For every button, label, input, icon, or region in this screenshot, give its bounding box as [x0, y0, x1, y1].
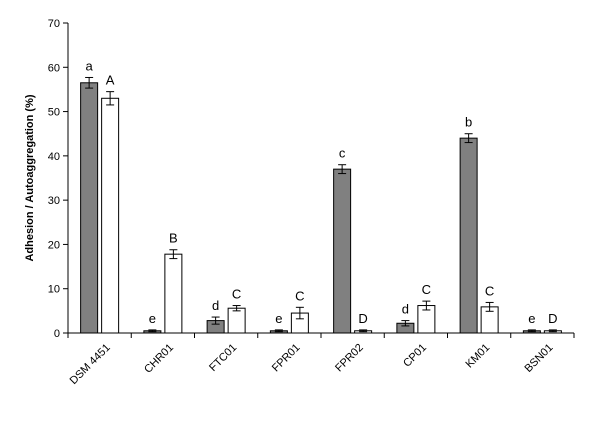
- significance-letter: D: [548, 311, 557, 326]
- significance-letter: d: [212, 298, 219, 313]
- significance-letter: c: [339, 146, 346, 161]
- bar: [333, 168, 352, 334]
- y-tick-label: 70: [48, 18, 60, 30]
- y-axis-title: Adhesion / Autoaggregation (%): [24, 94, 36, 261]
- bar: [101, 97, 120, 334]
- category-label: CHR01: [142, 342, 176, 376]
- bar: [227, 307, 246, 334]
- category-label: BSN01: [522, 342, 555, 375]
- significance-letter: C: [232, 287, 241, 302]
- x-axis-labels: DSM 4451 CHR01 FTC01 FPR01 FPR02 CP01 KM01 BSN0…: [67, 333, 575, 387]
- category-label: FTC01: [207, 342, 239, 374]
- bar: [80, 82, 99, 334]
- significance-letter: C: [485, 283, 494, 298]
- significance-letter: e: [275, 311, 282, 326]
- y-tick-label: 20: [48, 239, 60, 251]
- y-tick-label: 60: [48, 62, 60, 74]
- y-tick-label: 10: [48, 284, 60, 296]
- y-tick-label: 30: [48, 195, 60, 207]
- bar: [164, 253, 183, 334]
- significance-letter: D: [358, 311, 367, 326]
- y-tick-label: 0: [54, 328, 60, 340]
- category-label: FPR02: [333, 342, 366, 375]
- y-tick-label: 50: [48, 107, 60, 119]
- category-label: FPR01: [270, 342, 303, 375]
- significance-letter: e: [149, 311, 156, 326]
- bar: [459, 137, 478, 334]
- y-axis-ticks: 0 10 20 30 40 50 60 70: [48, 18, 68, 340]
- significance-letter: C: [422, 282, 431, 297]
- significance-letter: B: [169, 231, 178, 246]
- significance-letter: d: [402, 302, 409, 317]
- significance-letter: A: [106, 73, 115, 88]
- significance-letter: e: [528, 311, 535, 326]
- category-label: DSM 4451: [68, 342, 113, 387]
- category-label: CP01: [401, 342, 429, 370]
- y-tick-label: 40: [48, 151, 60, 163]
- category-label: KM01: [464, 342, 493, 371]
- significance-letter: a: [86, 58, 94, 73]
- significance-letter: C: [295, 288, 304, 303]
- significance-letter: b: [465, 115, 472, 130]
